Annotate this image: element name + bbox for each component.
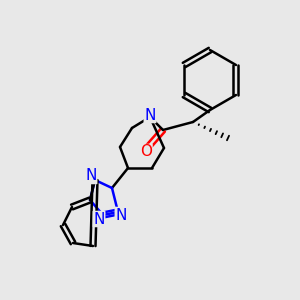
Text: N: N [85, 169, 97, 184]
Text: N: N [144, 107, 156, 122]
Text: N: N [115, 208, 127, 223]
Text: N: N [93, 212, 105, 226]
Text: O: O [140, 145, 152, 160]
